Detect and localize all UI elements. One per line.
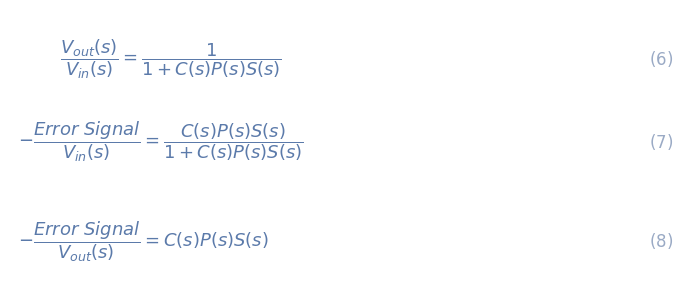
Text: $(6)$: $(6)$ [649,49,673,69]
Text: $\dfrac{V_{out}(s)}{V_{in}(s)} = \dfrac{1}{1 + C(s)P(s)S(s)}$: $\dfrac{V_{out}(s)}{V_{in}(s)} = \dfrac{… [60,37,281,81]
Text: $(7)$: $(7)$ [649,132,673,152]
Text: $(8)$: $(8)$ [649,231,673,251]
Text: $-\dfrac{\mathit{Error\ Signal}}{V_{out}(s)} = C(s)P(s)S(s)$: $-\dfrac{\mathit{Error\ Signal}}{V_{out}… [18,219,269,264]
Text: $-\dfrac{\mathit{Error\ Signal}}{V_{in}(s)} = \dfrac{C(s)P(s)S(s)}{1 + C(s)P(s)S: $-\dfrac{\mathit{Error\ Signal}}{V_{in}(… [18,120,304,164]
